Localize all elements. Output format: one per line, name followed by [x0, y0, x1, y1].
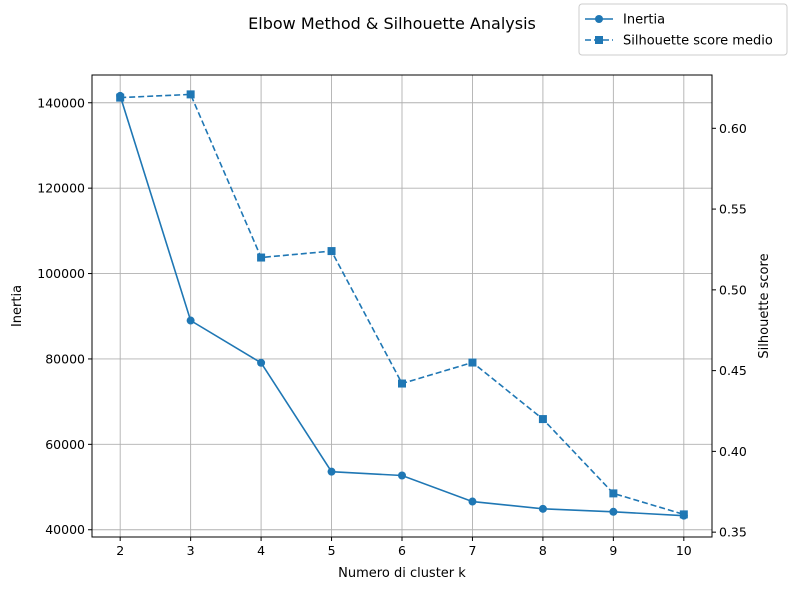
x-tick-label: 4 [257, 543, 265, 558]
legend-frame [578, 3, 788, 56]
y-left-tick-label: 80000 [45, 351, 85, 366]
y-axis-right-label: Silhouette score [757, 253, 772, 358]
inertia-point [609, 507, 618, 516]
inertia-point [327, 467, 336, 476]
x-axis-label: Numero di cluster k [338, 566, 466, 581]
inertia-point [257, 358, 266, 367]
y-axis-left-label: Inertia [10, 285, 25, 327]
inertia-point [398, 471, 406, 480]
y-right-tick-label: 0.50 [719, 282, 747, 297]
inertia-point [186, 316, 195, 325]
x-tick-label: 7 [468, 543, 476, 558]
silhouette-point [538, 415, 547, 424]
y-axis-left: 40000 60000 80000 100000 120000 140000 [37, 95, 92, 537]
x-tick-label: 5 [328, 543, 336, 558]
x-tick-label: 8 [539, 543, 547, 558]
x-tick-label: 6 [398, 543, 406, 558]
inertia-point [538, 504, 547, 513]
silhouette-point [468, 358, 477, 367]
legend-silhouette-marker [595, 36, 603, 44]
series-layer [116, 90, 688, 520]
silhouette-point [257, 253, 266, 262]
grid [92, 75, 712, 537]
x-tick-label: 9 [609, 543, 617, 558]
legend: Inertia Silhouette score medio [578, 3, 788, 56]
y-left-tick-label: 140000 [37, 95, 85, 110]
y-right-tick-label: 0.60 [719, 121, 747, 136]
silhouette-point [609, 489, 618, 498]
y-right-tick-label: 0.35 [719, 525, 747, 540]
y-left-tick-label: 120000 [37, 181, 85, 196]
y-axis-right: 0.35 0.40 0.45 0.50 0.55 0.60 [712, 121, 747, 540]
chart-title: Elbow Method & Silhouette Analysis [248, 14, 536, 33]
x-tick-label: 10 [676, 543, 692, 558]
legend-inertia-label: Inertia [623, 13, 665, 28]
silhouette-point [186, 90, 195, 99]
inertia-point [468, 497, 477, 506]
y-right-tick-label: 0.55 [719, 202, 747, 217]
legend-inertia-marker [595, 15, 603, 23]
y-left-tick-label: 40000 [45, 522, 85, 537]
silhouette-point [398, 379, 406, 388]
series-silhouette [116, 90, 688, 519]
y-right-tick-label: 0.45 [719, 363, 747, 378]
x-tick-label: 3 [187, 543, 195, 558]
silhouette-point [327, 247, 336, 256]
silhouette-point [679, 510, 688, 519]
x-axis: 2 3 4 5 6 7 8 9 10 [116, 537, 692, 558]
x-tick-label: 2 [116, 543, 124, 558]
silhouette-point [116, 93, 125, 102]
y-left-tick-label: 100000 [37, 266, 85, 281]
y-right-tick-label: 0.40 [719, 444, 747, 459]
y-left-tick-label: 60000 [45, 437, 85, 452]
legend-silhouette-label: Silhouette score medio [623, 34, 773, 49]
